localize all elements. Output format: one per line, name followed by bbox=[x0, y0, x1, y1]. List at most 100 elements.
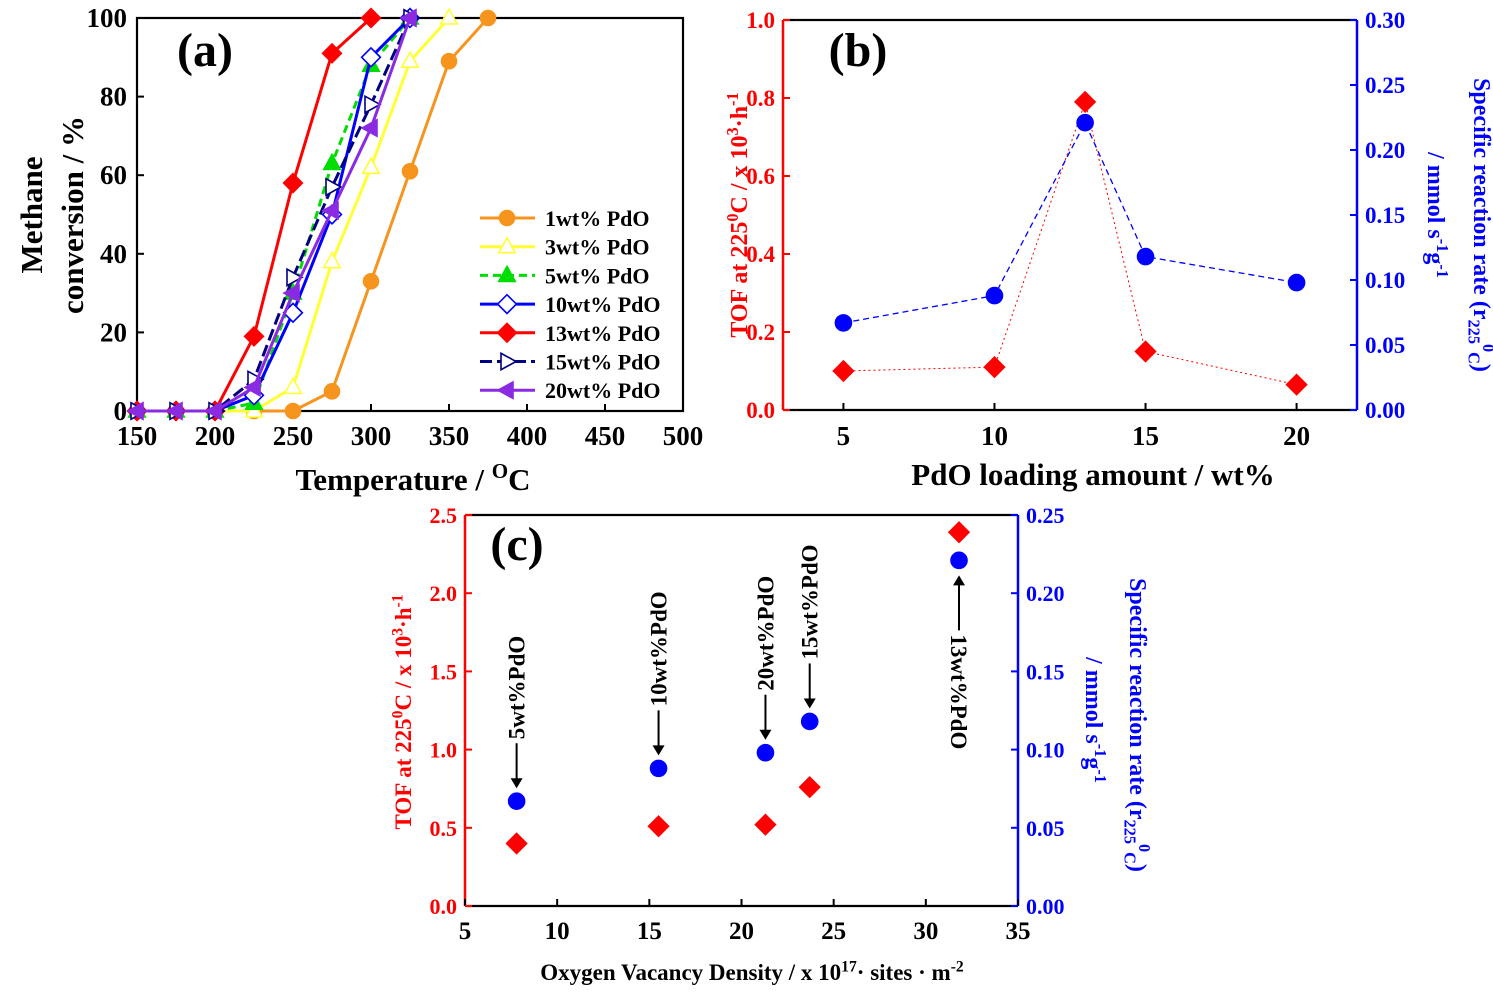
annotation-arrow-head bbox=[759, 729, 772, 740]
x-tick-label: 500 bbox=[663, 421, 704, 451]
data-point bbox=[399, 8, 417, 28]
data-point bbox=[361, 156, 381, 175]
x-tick-label: 35 bbox=[1006, 918, 1031, 945]
legend-label: 13wt% PdO bbox=[545, 321, 661, 346]
annotation-label: 15wt%PdO bbox=[798, 544, 823, 659]
data-point bbox=[479, 9, 497, 27]
data-point bbox=[282, 283, 300, 303]
data-point bbox=[321, 200, 339, 221]
legend-label: 3wt% PdO bbox=[545, 235, 650, 260]
legend-label: 5wt% PdO bbox=[545, 263, 650, 288]
data-point bbox=[321, 42, 343, 64]
data-point bbox=[364, 94, 382, 115]
data-point bbox=[1073, 90, 1097, 114]
y-right-tick-label: 0.25 bbox=[1026, 503, 1065, 528]
legend-swatch-marker bbox=[497, 236, 517, 254]
annotation-arrow-head bbox=[953, 575, 966, 586]
annotation-label: 10wt%PdO bbox=[647, 591, 672, 706]
annotation-arrow-head bbox=[803, 698, 816, 709]
data-point bbox=[649, 759, 668, 778]
y-right-tick-label: 0.00 bbox=[1026, 894, 1065, 919]
data-point bbox=[400, 50, 420, 69]
data-point bbox=[1134, 340, 1157, 363]
y-tick-label: 100 bbox=[87, 3, 128, 33]
legend-label: 20wt% PdO bbox=[545, 378, 661, 403]
data-point bbox=[1287, 273, 1306, 292]
y-tick-label: 40 bbox=[100, 239, 127, 269]
legend-label: 10wt% PdO bbox=[545, 292, 661, 317]
data-point bbox=[362, 273, 380, 290]
x-tick-label: 150 bbox=[117, 421, 158, 451]
y-right-tick-label: 0.10 bbox=[1026, 738, 1065, 763]
annotation: 5wt%PdO bbox=[505, 636, 530, 789]
x-tick-label: 20 bbox=[729, 918, 754, 945]
x-tick-label: 200 bbox=[195, 421, 236, 451]
data-point bbox=[985, 286, 1004, 305]
y-left-tick-label: 0.8 bbox=[746, 86, 775, 111]
y-right-tick-label: 0.20 bbox=[1026, 581, 1065, 606]
y-left-tick-label: 0.2 bbox=[746, 320, 775, 345]
y-tick-label: 60 bbox=[100, 160, 127, 190]
y-right-tick-label: 0.00 bbox=[1365, 398, 1405, 423]
y-right-axis-label-units: / mmol s-1g-1 bbox=[1080, 656, 1110, 783]
legend-swatch-marker bbox=[497, 264, 517, 283]
y-left-tick-label: 2.5 bbox=[430, 503, 458, 528]
annotation-arrow-head bbox=[510, 778, 523, 789]
series-line bbox=[843, 100, 1297, 386]
x-tick-label: 5 bbox=[459, 918, 472, 945]
y-left-tick-label: 0.0 bbox=[430, 894, 458, 919]
data-point bbox=[360, 118, 378, 138]
y-left-tick-label: 0.6 bbox=[746, 164, 775, 189]
y-left-axis-label: TOF at 2250C / x 103·h-1 bbox=[389, 594, 416, 829]
data-point bbox=[243, 377, 261, 398]
y-left-tick-label: 1.5 bbox=[430, 659, 458, 684]
annotation-label: 20wt%PdO bbox=[753, 576, 778, 691]
x-tick-label: 450 bbox=[585, 421, 626, 451]
annotation-label: 13wt%PdO bbox=[946, 634, 971, 749]
x-tick-label: 15 bbox=[637, 918, 662, 945]
legend-swatch-marker bbox=[496, 380, 514, 400]
y-left-tick-label: 0.4 bbox=[746, 242, 775, 267]
data-point bbox=[507, 792, 526, 811]
panel-label: (b) bbox=[829, 24, 888, 77]
x-tick-label: 10 bbox=[981, 421, 1008, 451]
panel-b: 5 10 15 20 0.0 0.2 0.4 0.6 0.8 1.0 0.00 0.05 0.10 0.1… bbox=[723, 8, 1493, 492]
y-axis-label-line2: conversion / % bbox=[55, 116, 90, 314]
y-left-tick-label: 0.0 bbox=[746, 398, 775, 423]
y-right-tick-label: 0.10 bbox=[1365, 268, 1405, 293]
y-left-tick-label: 1.0 bbox=[430, 738, 458, 763]
data-point bbox=[800, 712, 819, 731]
data-point bbox=[439, 7, 459, 25]
y-right-tick-label: 0.15 bbox=[1365, 203, 1405, 228]
data-point bbox=[322, 152, 342, 171]
x-tick-label: 400 bbox=[507, 421, 548, 451]
y-tick-label: 0 bbox=[114, 396, 128, 426]
y-right-tick-label: 0.05 bbox=[1026, 816, 1065, 841]
x-tick-label: 350 bbox=[429, 421, 470, 451]
data-point bbox=[947, 521, 971, 544]
y-tick-label: 20 bbox=[100, 317, 127, 347]
legend-swatch-marker bbox=[498, 209, 516, 227]
data-point bbox=[798, 776, 821, 799]
annotation: 13wt%PdO bbox=[946, 575, 971, 749]
y-tick-label: 80 bbox=[100, 82, 127, 112]
data-point bbox=[126, 401, 144, 421]
data-point bbox=[286, 267, 304, 287]
y-right-tick-label: 0.20 bbox=[1365, 138, 1405, 163]
data-point bbox=[325, 177, 343, 197]
x-axis-label: Temperature / OC bbox=[295, 459, 530, 497]
y-right-axis-label: Specific reaction rate (r2250C) bbox=[1121, 578, 1154, 872]
y-left-tick-label: 1.0 bbox=[746, 8, 775, 33]
annotation: 20wt%PdO bbox=[753, 576, 778, 740]
legend-swatch-marker bbox=[500, 351, 518, 372]
data-point bbox=[505, 832, 528, 855]
annotation: 10wt%PdO bbox=[647, 591, 672, 756]
data-point bbox=[1136, 247, 1155, 266]
x-tick-label: 25 bbox=[821, 918, 846, 945]
x-tick-label: 5 bbox=[837, 421, 851, 451]
data-point bbox=[647, 815, 670, 838]
y-axis-label-line1: Methane bbox=[14, 156, 49, 273]
y-right-axis-label-units: / mmol s-1g-1 bbox=[1422, 151, 1452, 278]
data-point bbox=[243, 325, 265, 347]
